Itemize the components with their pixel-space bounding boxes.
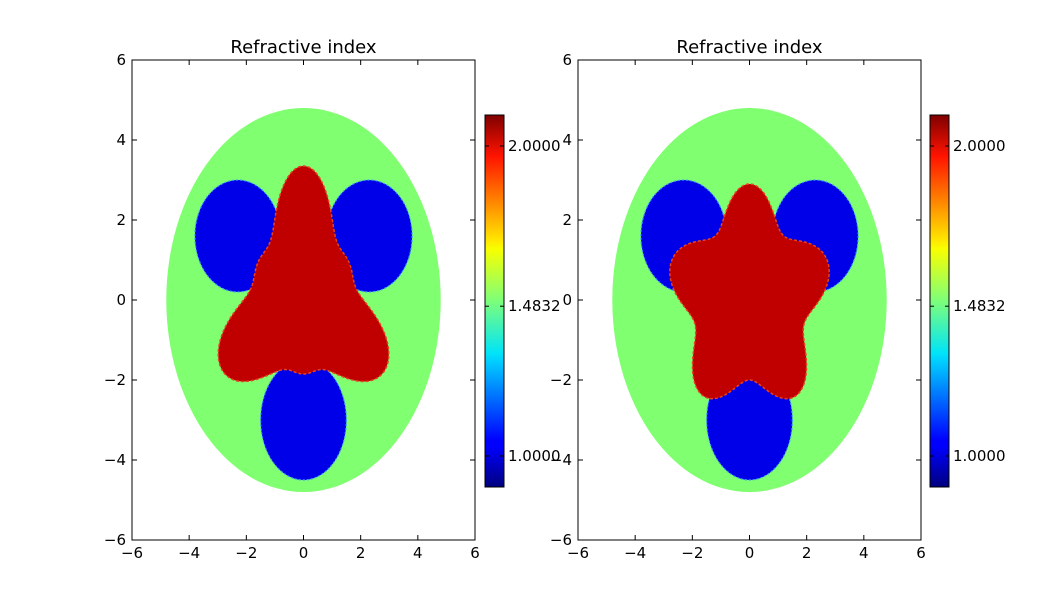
- x-tick-label: 2: [356, 544, 366, 562]
- x-tick-label: 6: [916, 544, 926, 562]
- chart-title: Refractive index: [676, 37, 823, 58]
- y-tick-label: 2: [562, 211, 572, 229]
- axis-ticks: −6 −4 −2 0 2 4 6 −6 −4 −2 0 2 4 6: [550, 51, 926, 562]
- x-tick-label: −4: [178, 544, 200, 562]
- y-tick-label: −6: [104, 531, 126, 549]
- region-lobe-bottom: [260, 359, 347, 481]
- region-core: [669, 183, 830, 400]
- chart-title: Refractive index: [230, 37, 377, 58]
- y-tick-label: 0: [116, 291, 126, 309]
- x-tick-label: 4: [859, 544, 869, 562]
- colorbar-tick-label: 1.0000: [508, 447, 561, 465]
- plot-area: [612, 108, 887, 492]
- x-tick-label: 0: [745, 544, 755, 562]
- y-tick-label: 4: [116, 131, 126, 149]
- y-tick-label: −6: [550, 531, 572, 549]
- y-tick-label: −2: [550, 371, 572, 389]
- axis-ticks: −6 −4 −2 0 2 4 6 −6 −4 −2 0 2 4 6: [104, 51, 480, 562]
- colorbar-tick-label: 1.4832: [953, 297, 1006, 315]
- colorbar-tick-label: 1.0000: [953, 447, 1006, 465]
- y-tick-label: 4: [562, 131, 572, 149]
- x-tick-label: −2: [235, 544, 257, 562]
- region-core: [217, 165, 390, 383]
- x-tick-label: 4: [413, 544, 423, 562]
- y-tick-label: 6: [562, 51, 572, 69]
- x-tick-label: −4: [624, 544, 646, 562]
- colorbar-tick-label: 2.0000: [953, 137, 1006, 155]
- panel-right: Refractive index −6 −4 −2 0 2 4 6 −6 −4 −2 0 2 4 6 1.…: [550, 37, 1006, 562]
- x-tick-label: 6: [470, 544, 480, 562]
- y-tick-label: 6: [116, 51, 126, 69]
- x-tick-label: −6: [121, 544, 143, 562]
- colorbar-gradient: [484, 114, 505, 488]
- colorbar: 1.0000 1.4832 2.0000: [929, 114, 1006, 488]
- y-tick-label: −4: [104, 451, 126, 469]
- x-tick-label: −2: [681, 544, 703, 562]
- x-tick-label: −6: [567, 544, 589, 562]
- y-tick-label: 2: [116, 211, 126, 229]
- x-tick-label: 2: [802, 544, 812, 562]
- y-tick-label: −2: [104, 371, 126, 389]
- colorbar: 1.0000 1.4832 2.0000: [484, 114, 561, 488]
- colorbar-gradient: [929, 114, 950, 488]
- y-tick-label: −4: [550, 451, 572, 469]
- y-tick-label: 0: [562, 291, 572, 309]
- plot-area: [166, 108, 441, 492]
- x-tick-label: 0: [299, 544, 309, 562]
- colorbar-tick-label: 2.0000: [508, 137, 561, 155]
- colorbar-tick-label: 1.4832: [508, 297, 561, 315]
- panel-left: Refractive index −6 −4 −2 0 2 4 6 −6 −4 −2 0 2 4 6 1.…: [104, 37, 561, 562]
